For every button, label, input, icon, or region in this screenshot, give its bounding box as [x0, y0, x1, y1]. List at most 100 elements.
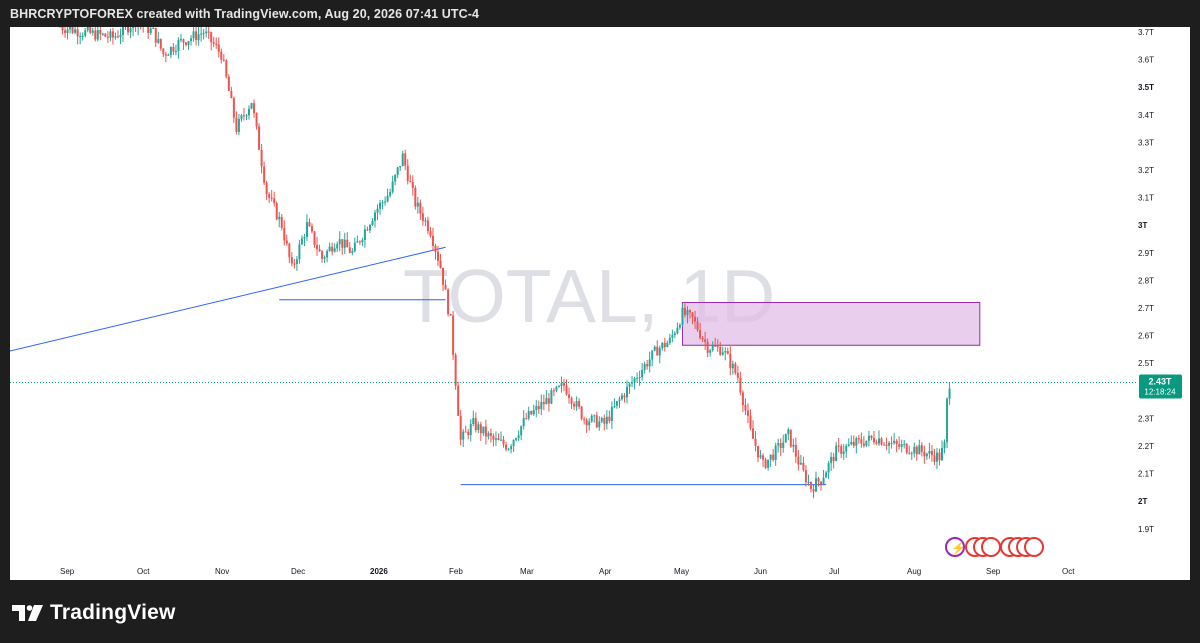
candle-body	[479, 424, 482, 434]
candle-body	[517, 435, 520, 439]
candle-body	[689, 310, 691, 313]
candle-body	[303, 237, 306, 239]
us-flag-event-icon[interactable]	[1024, 537, 1044, 557]
candle-body	[81, 35, 84, 37]
candle-body	[192, 31, 195, 39]
candle-body	[878, 438, 880, 444]
candle-body	[258, 126, 261, 150]
candle-body	[590, 415, 593, 422]
candle-body	[895, 440, 898, 445]
bolt-glyph: ⚡	[951, 541, 966, 555]
candle-body	[502, 439, 505, 445]
x-tick-label: 2026	[370, 567, 388, 576]
candle-body	[255, 113, 258, 127]
candlestick-chart[interactable]: TOTAL, 1D 1.9T2T2.1T2.2T2.3T2.5T2.6T2.7T…	[0, 16, 1190, 580]
candle-body	[356, 241, 359, 243]
candle-body	[225, 60, 228, 77]
candle-body	[757, 445, 760, 458]
candle-body	[520, 426, 523, 436]
candle-body	[933, 455, 936, 462]
candle-body	[721, 352, 724, 355]
candle-body	[129, 28, 132, 33]
candle-body	[245, 115, 248, 117]
candle-body	[497, 438, 500, 441]
candle-body	[885, 444, 888, 446]
candle-body	[494, 438, 497, 440]
candle-body	[164, 54, 167, 56]
candle-body	[575, 400, 578, 407]
candle-body	[487, 433, 490, 437]
candle-body	[628, 383, 631, 387]
candle-body	[812, 489, 815, 492]
candle-body	[449, 313, 452, 316]
y-tick-label: 3.4T	[1138, 111, 1154, 120]
chart-area[interactable]: TOTAL, 1D 1.9T 2T 2.1T 2.2T 2.3T 2.5T 2.6T 2.7T…	[0, 16, 1190, 580]
candle-body	[532, 410, 535, 415]
candle-body	[673, 333, 676, 336]
candle-body	[89, 26, 92, 33]
candle-body	[341, 239, 344, 248]
candle-body	[212, 42, 215, 44]
us-flag-event-icon[interactable]	[981, 537, 1001, 557]
candle-body	[683, 307, 686, 316]
candle-body	[835, 445, 838, 462]
candle-body	[923, 451, 926, 457]
candle-body	[328, 246, 331, 252]
candle-body	[69, 26, 72, 30]
candle-body	[248, 108, 250, 116]
candle-body	[767, 459, 770, 468]
candle-body	[774, 445, 777, 460]
x-tick-label: Apr	[599, 567, 612, 576]
candle-body	[855, 438, 858, 446]
candle-body	[638, 377, 641, 379]
event-bolt-icon[interactable]	[945, 537, 965, 557]
candle-body	[681, 307, 684, 325]
candle-body	[930, 450, 933, 456]
candle-body	[610, 406, 613, 422]
candle-body	[442, 267, 445, 285]
candle-body	[802, 462, 805, 470]
trend-line[interactable]	[0, 246, 446, 357]
tradingview-logo[interactable]: TradingView	[12, 601, 176, 625]
candle-body	[792, 444, 795, 447]
candle-body	[920, 445, 923, 452]
candle-body	[862, 443, 865, 446]
candle-body	[724, 351, 727, 353]
candle-body	[542, 402, 545, 405]
candle-body	[600, 418, 603, 422]
event-icons[interactable]: ⚡	[945, 537, 1044, 557]
candle-body	[336, 244, 339, 249]
candle-body	[132, 19, 135, 29]
candle-body	[784, 433, 787, 443]
candle-body	[391, 181, 394, 193]
candle-body	[308, 222, 311, 227]
candle-body	[719, 346, 722, 355]
candle-body	[437, 251, 439, 261]
candle-body	[240, 115, 243, 119]
candle-body	[86, 26, 89, 31]
candle-body	[99, 29, 102, 34]
candle-body	[351, 251, 354, 253]
candle-body	[384, 201, 387, 203]
candle-body	[915, 446, 918, 455]
candle-body	[250, 103, 253, 109]
candle-body	[827, 463, 830, 473]
candle-body	[525, 418, 528, 420]
candle-body	[179, 39, 182, 41]
candle-body	[898, 444, 901, 447]
candle-body	[394, 174, 397, 182]
candle-body	[772, 454, 775, 460]
candle-body	[696, 321, 699, 331]
candle-body	[477, 424, 480, 431]
candle-body	[343, 239, 346, 248]
candle-body	[658, 348, 661, 356]
candle-body	[734, 363, 737, 373]
candle-body	[563, 383, 565, 386]
candle-body	[346, 239, 349, 248]
candle-body	[295, 259, 298, 265]
candle-body	[300, 238, 303, 245]
candle-body	[147, 22, 150, 34]
candle-body	[676, 327, 679, 334]
supply-zone-rectangle[interactable]	[681, 301, 981, 346]
candle-body	[172, 47, 175, 52]
